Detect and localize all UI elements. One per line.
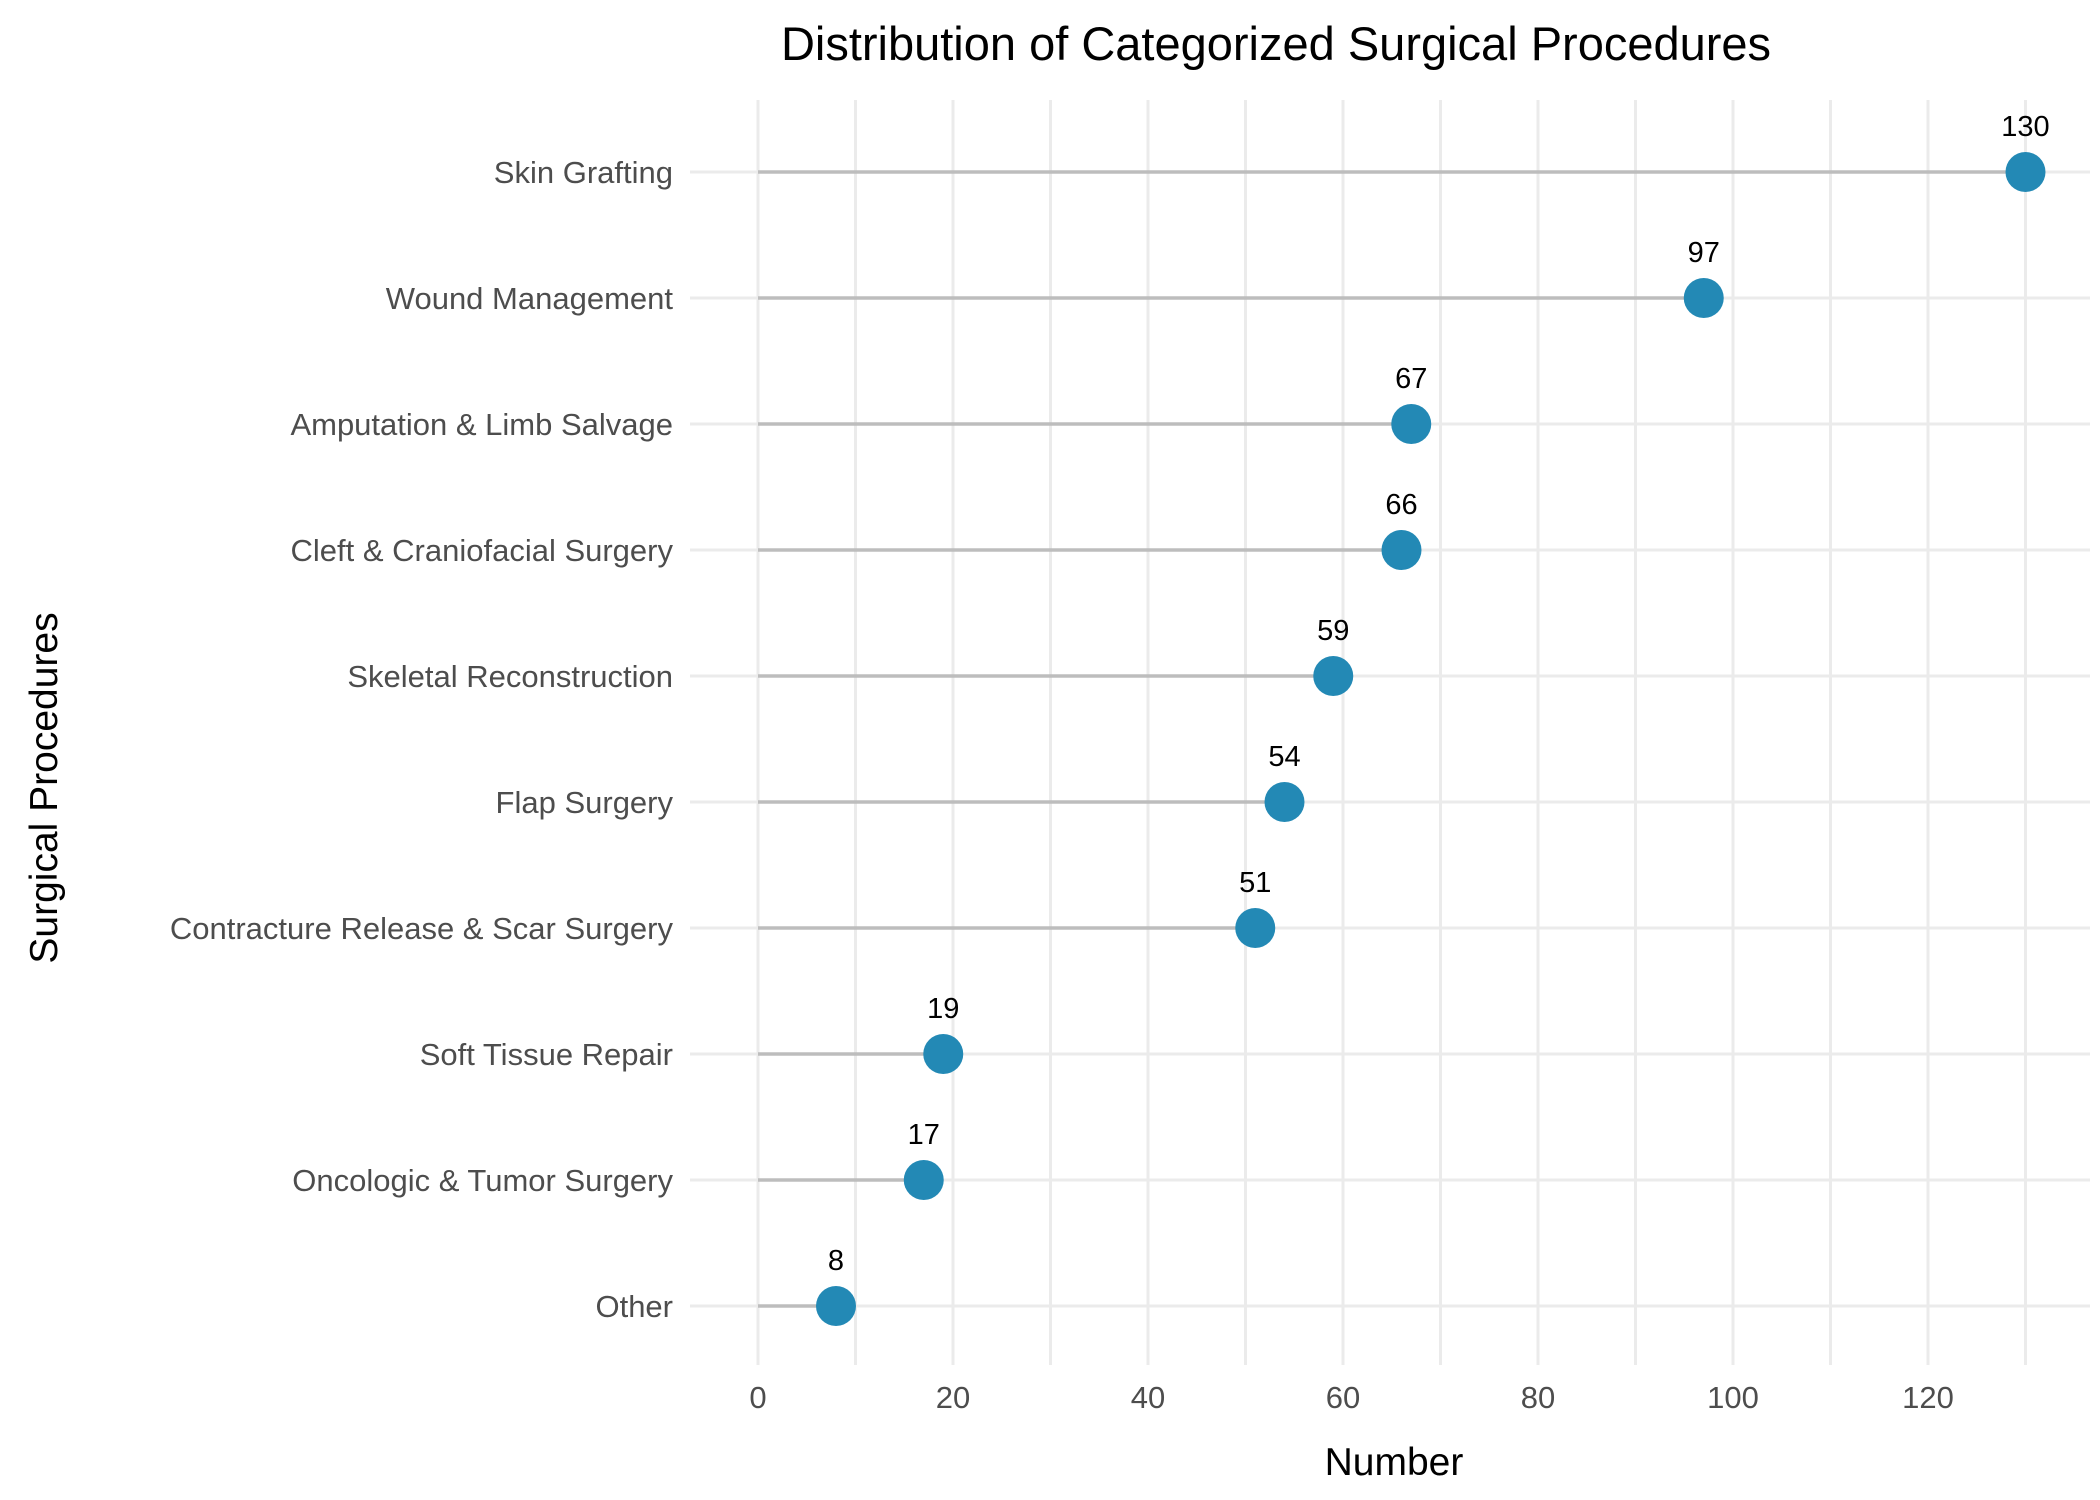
data-label: 97 xyxy=(1688,237,1720,269)
lollipop-point xyxy=(923,1034,964,1074)
lollipop-point xyxy=(1391,404,1432,444)
x-tick-label: 0 xyxy=(749,1380,766,1415)
y-tick-label: Wound Management xyxy=(386,281,674,316)
x-axis-title: Number xyxy=(1325,1441,1464,1484)
y-tick-label: Oncologic & Tumor Surgery xyxy=(292,1163,673,1198)
lollipop-point xyxy=(2005,152,2046,192)
lollipop-point xyxy=(1235,908,1276,948)
data-labels: 130 97 67 66 59 54 51 19 17 8 xyxy=(828,111,2050,1277)
lollipop-point xyxy=(903,1160,944,1200)
data-label: 54 xyxy=(1268,741,1300,773)
data-label: 130 xyxy=(2001,111,2049,143)
data-label: 67 xyxy=(1395,363,1427,395)
lollipop-point xyxy=(1381,530,1422,570)
lollipop-points xyxy=(816,152,2046,1326)
data-label: 17 xyxy=(908,1119,940,1151)
y-tick-label: Soft Tissue Repair xyxy=(420,1037,673,1072)
x-tick-label: 100 xyxy=(1707,1380,1759,1415)
x-tick-label: 120 xyxy=(1902,1380,1954,1415)
x-tick-labels: 0 20 40 60 80 100 120 xyxy=(749,1380,1953,1415)
data-label: 51 xyxy=(1239,867,1271,899)
x-tick-label: 60 xyxy=(1326,1380,1360,1415)
lollipop-point xyxy=(816,1286,856,1326)
y-tick-label: Skin Grafting xyxy=(494,155,673,190)
y-tick-label: Cleft & Craniofacial Surgery xyxy=(291,533,674,568)
y-tick-label: Amputation & Limb Salvage xyxy=(290,407,673,442)
x-tick-label: 80 xyxy=(1521,1380,1555,1415)
y-tick-label: Skeletal Reconstruction xyxy=(347,659,673,694)
x-tick-label: 40 xyxy=(1131,1380,1165,1415)
x-tick-label: 20 xyxy=(936,1380,970,1415)
lollipop-stems xyxy=(758,170,2026,1308)
lollipop-point xyxy=(1264,782,1305,822)
y-tick-label: Other xyxy=(595,1289,673,1324)
data-label: 66 xyxy=(1385,489,1417,521)
y-axis-title: Surgical Procedures xyxy=(23,612,66,963)
lollipop-point xyxy=(1313,656,1354,696)
y-tick-label: Flap Surgery xyxy=(496,785,674,820)
lollipop-point xyxy=(1683,278,1724,318)
grid-lines xyxy=(690,100,2090,1365)
y-tick-label: Contracture Release & Scar Surgery xyxy=(170,911,674,946)
data-label: 59 xyxy=(1317,615,1349,647)
data-label: 19 xyxy=(927,993,959,1025)
data-label: 8 xyxy=(828,1245,844,1277)
y-tick-labels: Skin Grafting Wound Management Amputation … xyxy=(170,155,674,1324)
chart-title: Distribution of Categorized Surgical Pro… xyxy=(781,17,1771,70)
